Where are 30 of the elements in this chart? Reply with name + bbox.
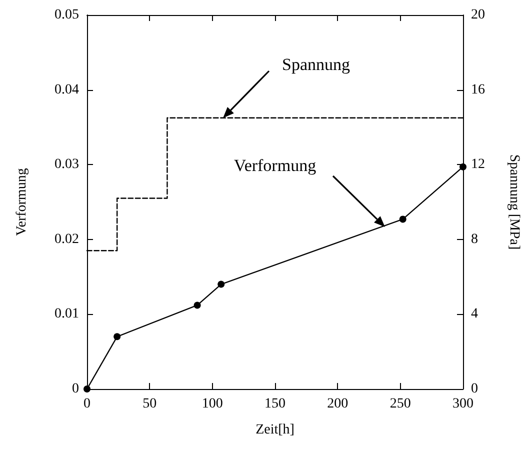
x-tick-label: 100 [202, 396, 223, 412]
x-tick-label: 0 [84, 396, 90, 412]
y2-axis-title: Spannung [MPa] [506, 154, 522, 250]
annotation: Spannung [282, 54, 350, 74]
y-tick-label: 0.01 [54, 306, 79, 322]
x-tick-label: 250 [390, 396, 411, 412]
annotation: Verformung [234, 156, 317, 175]
y2-tick-label: 4 [471, 306, 478, 322]
y2-tick-label: 20 [471, 8, 485, 22]
point [114, 333, 121, 340]
y-tick-label: 0.05 [54, 8, 79, 22]
x-tick-label: 50 [142, 396, 157, 412]
point [218, 280, 225, 288]
y-tick-label: 0.02 [54, 232, 79, 247]
y2-tick-label: 0 [471, 382, 478, 396]
y-tick-label: 0.03 [54, 157, 79, 172]
x-tick-label: 300 [452, 396, 474, 412]
y2-tick-label: 16 [471, 82, 485, 98]
x-tick-label: 200 [327, 396, 348, 412]
point [84, 386, 90, 392]
point [399, 216, 406, 223]
y-tick-label: 0.04 [54, 82, 79, 98]
point [194, 302, 201, 309]
y-axis-title: Verformung [14, 168, 30, 236]
y-tick-label: 0 [72, 382, 79, 396]
point [460, 163, 466, 170]
x-tick-label: 150 [264, 396, 286, 412]
y2-tick-label: 8 [471, 232, 478, 247]
x-axis-title: Zeit[h] [256, 422, 294, 438]
y2-tick-label: 12 [471, 157, 485, 172]
